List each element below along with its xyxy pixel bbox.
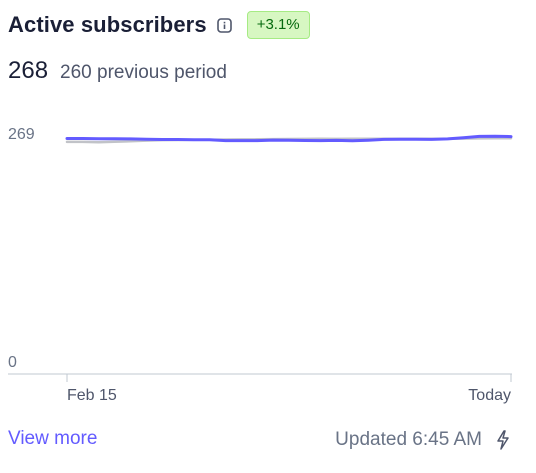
x-tick-label-start: Feb 15 — [67, 387, 117, 404]
card-title: Active subscribers — [8, 12, 207, 37]
x-tick-label-end: Today — [468, 387, 511, 404]
change-badge: +3.1% — [246, 11, 310, 39]
info-icon[interactable] — [216, 17, 232, 33]
lightning-bolt-icon — [497, 430, 509, 450]
updated-timestamp: Updated 6:45 AM — [335, 429, 482, 450]
current-period-line — [65, 134, 513, 143]
y-tick-label-max: 269 — [8, 126, 35, 143]
line-chart[interactable]: 269 0 Feb 15 Today — [0, 115, 536, 415]
view-more-link[interactable]: View more — [8, 428, 98, 449]
current-value: 268 — [8, 57, 49, 84]
card-header: Active subscribers +3.1% — [8, 10, 310, 40]
previous-period-text: 260 previous period — [60, 62, 227, 83]
summary-row: 268 260 previous period — [8, 57, 227, 85]
y-tick-label-min: 0 — [8, 354, 17, 371]
